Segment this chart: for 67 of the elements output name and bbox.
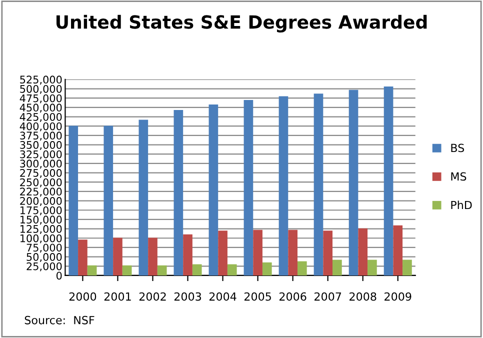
bar (78, 240, 88, 276)
x-tick-label: 2000 (69, 292, 96, 301)
y-tick-label: 400,000 (20, 122, 62, 132)
y-tick-label: 100,000 (20, 234, 62, 244)
bar (113, 238, 122, 276)
bar (348, 90, 358, 276)
bar (323, 230, 333, 276)
bar (174, 110, 184, 276)
x-tick-label: 2003 (174, 292, 202, 301)
bar (384, 86, 394, 276)
y-tick-label: 475,000 (20, 94, 62, 104)
y-tick-label: 525,000 (20, 76, 62, 85)
bar (314, 94, 324, 276)
bar (297, 261, 307, 276)
y-tick-label: 175,000 (20, 206, 62, 216)
y-tick-label: 325,000 (20, 150, 62, 160)
x-tick-label: 2004 (209, 292, 236, 301)
x-tick-label: 2006 (279, 292, 306, 301)
y-tick-label: 350,000 (20, 141, 62, 150)
bar (288, 230, 298, 276)
x-tick-label: 2005 (244, 292, 271, 301)
bar (278, 96, 288, 276)
y-tick-label: 200,000 (20, 197, 62, 206)
y-tick-label: 375,000 (20, 132, 62, 141)
bar (122, 265, 132, 276)
bar (208, 104, 218, 276)
bar (262, 262, 272, 276)
legend-label: MS (451, 172, 466, 181)
bar (358, 228, 368, 276)
bar (148, 238, 158, 276)
y-tick-label: 275,000 (20, 169, 62, 178)
y-tick-label: 300,000 (20, 160, 62, 169)
bar (87, 265, 97, 276)
bar (183, 234, 192, 276)
x-tick-label: 2007 (314, 292, 342, 301)
y-tick-label: 150,000 (20, 216, 62, 225)
bar (104, 126, 114, 276)
legend-label: PhD (451, 200, 472, 210)
x-tick-label: 2009 (384, 292, 412, 301)
legend-label: BS (451, 144, 464, 152)
y-tick-label: 75,000 (26, 244, 62, 253)
y-tick-label: 125,000 (20, 225, 62, 234)
bar (218, 230, 228, 276)
source-note: Source: NSF (24, 316, 94, 324)
bar (393, 225, 403, 276)
y-tick-label: 225,000 (20, 188, 62, 197)
bar (368, 260, 377, 276)
y-tick-label: 450,000 (20, 104, 62, 113)
bar (192, 264, 202, 276)
y-tick-label: 50,000 (26, 253, 62, 262)
bar (402, 260, 412, 276)
bar (68, 126, 78, 276)
bar (227, 264, 237, 276)
y-tick-label: 500,000 (20, 84, 62, 94)
x-tick-label: 2001 (104, 292, 131, 301)
bar (157, 265, 167, 276)
y-tick-label: 250,000 (20, 178, 62, 188)
y-tick-label: 0 (56, 272, 62, 280)
bar (244, 100, 254, 276)
bar (138, 120, 148, 276)
chart-title: United States S&E Degrees Awarded (56, 14, 427, 32)
x-tick-label: 2008 (350, 292, 376, 301)
bar (332, 260, 342, 276)
x-tick-label: 2002 (139, 292, 166, 301)
bar (253, 230, 262, 276)
y-tick-label: 25,000 (26, 262, 62, 272)
y-tick-label: 425,000 (20, 112, 62, 122)
